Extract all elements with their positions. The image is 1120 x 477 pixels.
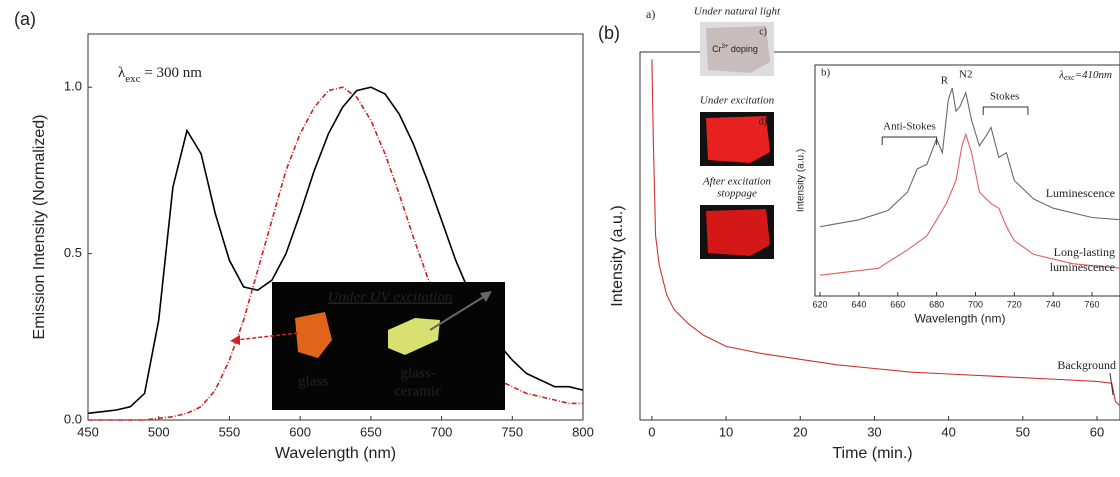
- inset-label: glass-: [401, 365, 436, 381]
- arrow: [429, 295, 486, 331]
- legend-line: Long-lasting: [1054, 245, 1115, 259]
- x-tick-label: 600: [289, 424, 311, 439]
- excitation: λexc=410nm: [1058, 69, 1112, 82]
- band-label: Stokes: [990, 91, 1019, 103]
- excitation-rest: =410nm: [1075, 69, 1112, 81]
- x-tick-label: 20: [793, 424, 807, 439]
- sample: [706, 26, 770, 73]
- x-tick-label: 550: [219, 424, 241, 439]
- x-tick-label: 700: [431, 424, 453, 439]
- bracket: [982, 106, 1029, 115]
- series-line: [651, 59, 1120, 406]
- series-line: [820, 132, 1120, 276]
- panel-label: (a): [14, 9, 36, 29]
- doping-rest: doping: [728, 44, 758, 54]
- photo-caption: After excitation: [702, 176, 772, 188]
- photo-caption: Under natural light: [694, 6, 781, 18]
- x-tick-label: 740: [1046, 299, 1061, 309]
- x-tick-label: 720: [1007, 299, 1022, 309]
- excitation-sub: exc: [1064, 73, 1075, 82]
- doping-element: Cr: [712, 44, 722, 54]
- annotation-symbol: λ: [118, 65, 126, 81]
- x-tick-label: 640: [851, 299, 866, 309]
- y-axis-label: Intensity (a.u.): [796, 149, 807, 212]
- annotation-rest: = 300 nm: [141, 65, 203, 81]
- series-line: [820, 87, 1120, 228]
- x-tick-label: 620: [813, 299, 828, 309]
- photo-caption: stoppage: [717, 188, 757, 200]
- band-label: Anti-Stokes: [883, 121, 936, 133]
- y-tick-label: 0.0: [64, 411, 82, 426]
- x-tick-label: 0: [648, 424, 655, 439]
- y-axis-label: Intensity (a.u.): [609, 205, 626, 306]
- x-tick-label: 60: [1090, 424, 1104, 439]
- legend-label: Long-lasting luminescence: [1050, 245, 1115, 274]
- annotation: Background: [1057, 358, 1116, 372]
- glass-sample: [295, 312, 332, 358]
- x-tick-label: 800: [572, 424, 594, 439]
- arrow-head: [480, 291, 492, 302]
- photo-caption: Under excitation: [700, 95, 775, 107]
- x-tick-label: 750: [501, 424, 523, 439]
- arrow: [235, 332, 299, 341]
- doping-charge: 3+: [722, 44, 729, 50]
- x-tick-label: 10: [719, 424, 733, 439]
- plot-frame: [814, 64, 1120, 297]
- series-line: [88, 86, 583, 421]
- photo-tag: d): [759, 116, 767, 127]
- panel-label: (b): [598, 23, 620, 43]
- x-tick-label: 500: [148, 424, 170, 439]
- x-tick-label: 650: [360, 424, 382, 439]
- x-tick-label: 30: [867, 424, 881, 439]
- inset-title: Under UV excitation: [328, 289, 453, 305]
- plot-frame: [639, 51, 1120, 421]
- y-axis-label: Emission Intensity (Normalized): [31, 115, 48, 340]
- legend-label: Luminescence: [1046, 186, 1115, 200]
- arrow-head: [230, 335, 240, 345]
- annotation-sub: exc: [125, 73, 140, 85]
- sub-label: a): [646, 7, 655, 21]
- plot-frame: [87, 33, 584, 421]
- x-tick-label: 760: [1085, 299, 1100, 309]
- legend-line: luminescence: [1050, 260, 1115, 274]
- bracket: [881, 136, 938, 145]
- sub-label: b): [821, 67, 831, 79]
- sample: [706, 209, 770, 256]
- sample: [706, 116, 770, 163]
- x-axis-label: Time (min.): [832, 445, 912, 462]
- y-tick-label: 0.5: [64, 245, 82, 260]
- x-tick-label: 700: [968, 299, 983, 309]
- peak-label: R: [941, 75, 949, 87]
- y-tick-label: 1.0: [64, 79, 82, 94]
- glass-ceramic-sample: [388, 318, 440, 355]
- x-tick-label: 40: [941, 424, 955, 439]
- x-tick-label: 50: [1016, 424, 1030, 439]
- x-tick-label: 660: [890, 299, 905, 309]
- excitation-symbol: λ: [1058, 69, 1064, 81]
- annotation: λexc = 300 nm: [118, 65, 202, 84]
- x-axis-label: Wavelength (nm): [275, 445, 396, 462]
- annotation-pointer: [1109, 372, 1114, 396]
- peak-label: N2: [959, 69, 972, 81]
- x-tick-label: 680: [929, 299, 944, 309]
- photo-text: Cr3+ doping: [712, 44, 758, 55]
- inset-label: ceramic: [394, 383, 442, 399]
- x-tick-label: 450: [77, 424, 99, 439]
- x-axis-label: Wavelength (nm): [915, 312, 1006, 326]
- inset-label: glass: [298, 373, 328, 389]
- photo-tag: c): [759, 26, 767, 37]
